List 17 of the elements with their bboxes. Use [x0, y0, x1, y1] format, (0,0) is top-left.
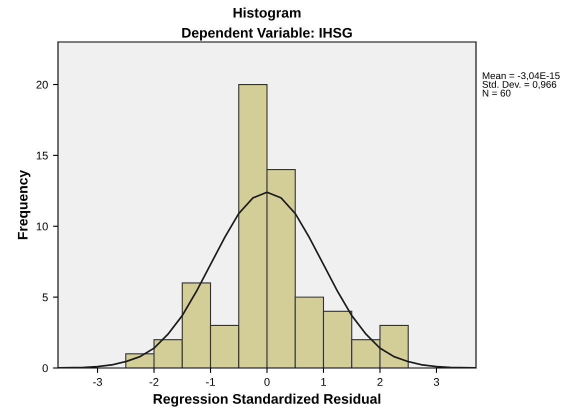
y-tick-label: 0 [42, 364, 48, 372]
y-tick-label: 20 [36, 80, 48, 89]
x-tick-label: 1 [321, 378, 326, 386]
y-tick-label: 10 [36, 222, 48, 230]
x-tick-label: -2 [150, 378, 158, 386]
x-tick-label: 3 [434, 378, 440, 386]
y-tick-label: 15 [36, 152, 48, 160]
y-axis-title: Frequency [18, 170, 30, 240]
x-tick-label: -1 [206, 378, 215, 386]
y-tick-label: 5 [42, 294, 48, 302]
x-axis-title: Regression Standardized Residual [154, 394, 380, 407]
chart-title: Histogram [234, 7, 300, 21]
x-tick-label: -3 [93, 378, 102, 386]
x-tick-label: 2 [377, 378, 383, 386]
text: Mean = -3,04E-15 Std. Dev. = 0,966 N = 60 [482, 72, 560, 97]
chart-subtitle: Dependent Variable: IHSG [182, 28, 352, 40]
x-tick-label: 0 [264, 378, 270, 386]
